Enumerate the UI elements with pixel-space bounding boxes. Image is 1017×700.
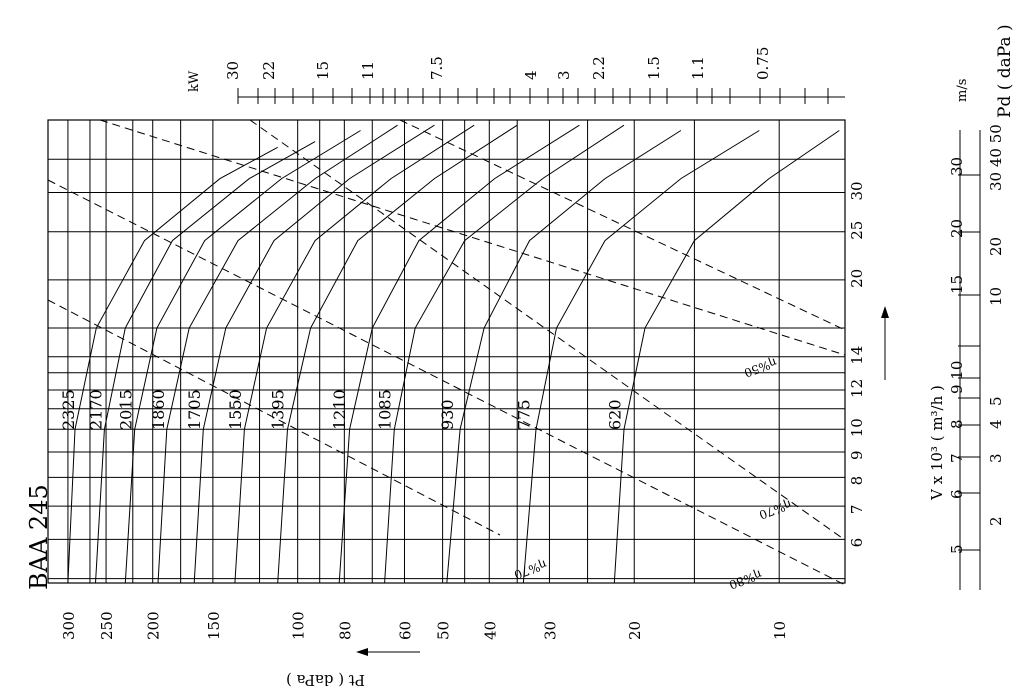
fan-curve xyxy=(338,124,580,584)
flow-tick-label: 20 xyxy=(848,269,866,288)
fan-curve xyxy=(95,141,316,584)
pt-tick-label: 60 xyxy=(396,621,414,640)
fan-curve xyxy=(193,124,435,584)
pt-tick-label: 100 xyxy=(290,611,308,640)
flow-tick-label: 30 xyxy=(848,181,866,200)
flow-axis-label: V x 10³ ( m³/h ) xyxy=(928,385,946,501)
kw-tick-label: 7.5 xyxy=(428,56,446,80)
pt-tick-label: 300 xyxy=(60,611,78,640)
flow-tick-label: 9 xyxy=(848,450,866,460)
pt-tick-label: 50 xyxy=(435,621,453,640)
efficiency-line xyxy=(47,179,846,586)
pd-tick-label: 20 xyxy=(987,237,1005,256)
fan-curve xyxy=(157,124,398,584)
flow-tick-label: 8 xyxy=(848,476,866,486)
pd-unit-label: Pd ( daPa ) xyxy=(995,24,1015,118)
kw-tick-label: 2.2 xyxy=(590,56,608,80)
rpm-label: 1705 xyxy=(185,389,204,430)
rpm-label: 620 xyxy=(605,399,624,430)
fan-curve xyxy=(522,130,760,584)
velocity-tick-label: 7 xyxy=(948,453,966,463)
fan-curve xyxy=(234,124,475,584)
flow-tick-label: 7 xyxy=(848,505,866,515)
rpm-label: 1860 xyxy=(149,389,168,430)
kw-tick-label: 15 xyxy=(314,61,332,80)
velocity-tick-label: 9 10 xyxy=(948,361,966,394)
pt-tick-label: 200 xyxy=(145,611,163,640)
chart-labels: 300 250 200 150 100 80 60 50 40 30 20 10 6 7 8 9 10 12 14 2… xyxy=(59,47,1005,656)
plot-frame xyxy=(47,119,846,584)
pt-axis-label: Pt ( daPa ) xyxy=(286,671,365,689)
flow-tick-label: 6 xyxy=(848,538,866,548)
chart-grid xyxy=(47,119,846,584)
pt-tick-label: 150 xyxy=(205,611,223,640)
efficiency-label: η%50 xyxy=(742,355,779,380)
flow-tick-label: 25 xyxy=(848,221,866,240)
rpm-label: 1550 xyxy=(226,389,245,430)
flow-axis-arrowhead xyxy=(881,306,889,318)
pt-tick-label: 250 xyxy=(98,611,116,640)
pt-tick-label: 80 xyxy=(336,621,354,640)
efficiency-line xyxy=(399,119,846,331)
velocity-tick-label: 30 xyxy=(948,157,966,176)
pd-tick-label: 2 xyxy=(987,516,1005,526)
rpm-label: 1210 xyxy=(330,389,349,430)
flow-tick-label: 14 xyxy=(848,346,866,365)
kw-tick-label: 4 xyxy=(522,70,540,80)
efficiency-lines xyxy=(47,119,846,586)
velocity-tick-label: 20 xyxy=(948,219,966,238)
rpm-label: 1395 xyxy=(269,389,288,430)
rpm-label: 930 xyxy=(438,399,457,430)
velocity-tick-label: 5 xyxy=(948,544,966,554)
kw-tick-label: 1.5 xyxy=(645,56,663,80)
rpm-label: 2015 xyxy=(116,389,135,430)
rpm-label: 2170 xyxy=(86,389,105,430)
efficiency-label: η%80 xyxy=(727,567,764,592)
kw-tick-label: 11 xyxy=(359,61,377,80)
velocity-tick-label: 6 xyxy=(948,489,966,499)
pd-tick-label: 30 40 50 xyxy=(987,124,1005,191)
fan-curves xyxy=(67,124,840,584)
kw-tick-label: 30 xyxy=(224,61,242,80)
kw-unit-label: kW xyxy=(187,70,202,92)
fan-curve xyxy=(124,130,361,584)
velocity-tick-label: 8 xyxy=(948,419,966,429)
efficiency-line xyxy=(99,119,846,356)
kw-tick-label: 0.75 xyxy=(754,47,772,80)
kw-tick-label: 3 xyxy=(555,70,573,80)
chart-title: BAA 245 xyxy=(25,484,53,590)
flow-tick-label: 12 xyxy=(848,379,866,398)
pt-tick-label: 10 xyxy=(771,621,789,640)
fan-curve xyxy=(277,124,518,584)
fan-curve xyxy=(613,130,840,584)
pd-tick-label: 3 xyxy=(987,453,1005,463)
efficiency-label: η%70 xyxy=(757,497,794,522)
kw-tick-label: 22 xyxy=(260,61,278,80)
kw-tick-label: 1.1 xyxy=(689,56,707,80)
flow-tick-label: 10 xyxy=(848,418,866,437)
velocity-tick-label: 15 xyxy=(948,275,966,294)
fan-curve xyxy=(67,146,278,584)
pt-axis-arrowhead xyxy=(356,648,368,656)
fan-curve xyxy=(446,130,682,584)
pt-tick-label: 30 xyxy=(541,621,559,640)
rpm-label: 1085 xyxy=(376,389,395,430)
pd-tick-label: 5 xyxy=(987,396,1005,406)
pd-tick-label: 10 xyxy=(987,287,1005,306)
pt-tick-label: 20 xyxy=(626,621,644,640)
efficiency-line xyxy=(249,119,846,541)
pd-tick-label: 4 xyxy=(987,419,1005,429)
rpm-label: 775 xyxy=(514,399,533,430)
fan-curve xyxy=(384,124,625,584)
ms-unit-label: m/s xyxy=(955,79,970,102)
pt-tick-label: 40 xyxy=(481,621,499,640)
rpm-label: 2325 xyxy=(59,389,78,430)
